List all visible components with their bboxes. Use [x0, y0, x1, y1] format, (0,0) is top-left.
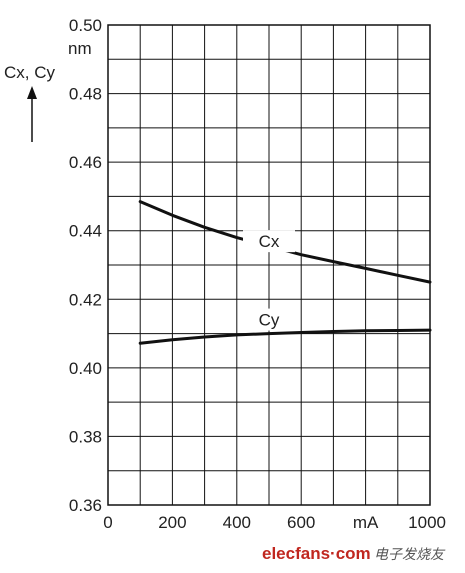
y-tick-label: 0.40	[69, 359, 102, 378]
y-axis-unit: nm	[68, 39, 92, 58]
y-tick-label: 0.38	[69, 427, 102, 446]
y-tick-label: 0.36	[69, 496, 102, 515]
x-tick-label: 200	[158, 513, 186, 532]
y-tick-label: 0.42	[69, 290, 102, 309]
x-axis-ticks: 0 200 400 600 1000 mA	[103, 513, 446, 532]
y-tick-label: 0.46	[69, 153, 102, 172]
watermark-brand: elecfans·com	[262, 544, 371, 563]
series-line-cy	[138, 328, 432, 345]
watermark: elecfans·com 电子发烧友	[262, 544, 446, 563]
series-label-cy: Cy	[259, 311, 280, 330]
x-tick-label: 400	[223, 513, 251, 532]
series-label-bg	[243, 308, 295, 331]
y-tick-label: 0.50	[69, 16, 102, 35]
y-axis-arrow	[27, 86, 37, 142]
series-label-cx: Cx	[259, 232, 280, 251]
grid	[107, 24, 431, 506]
x-tick-label: 1000	[408, 513, 446, 532]
series-label-bg	[243, 230, 295, 253]
y-axis-ticks: 0.36 0.38 0.40 0.42 0.44 0.46 0.48 0.50	[69, 16, 102, 515]
x-tick-label: 600	[287, 513, 315, 532]
y-axis-label: Cx, Cy	[4, 63, 56, 82]
y-tick-label: 0.48	[69, 85, 102, 104]
y-tick-label: 0.44	[69, 222, 102, 241]
x-axis-unit: mA	[353, 513, 379, 532]
watermark-cn: 电子发烧友	[374, 547, 446, 563]
x-tick-label: 0	[103, 513, 112, 532]
series-labels: Cx Cy	[243, 230, 295, 331]
